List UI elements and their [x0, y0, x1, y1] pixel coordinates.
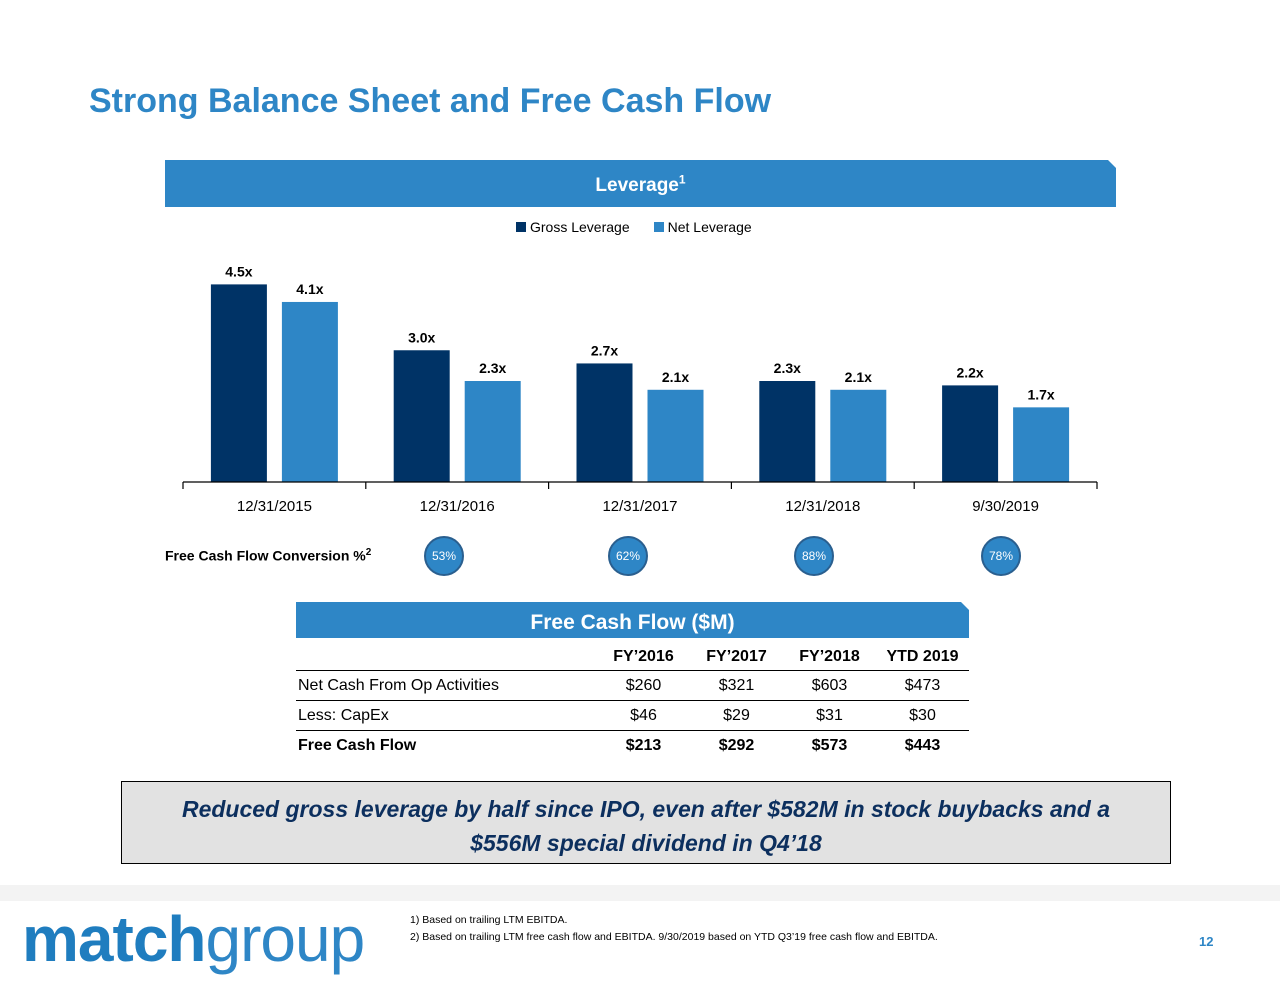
fcf-banner: Free Cash Flow ($M): [296, 602, 969, 638]
bar: [210, 284, 267, 482]
fcf-conversion-text: Free Cash Flow Conversion %: [165, 547, 366, 564]
cell-value: $30: [876, 700, 969, 731]
leverage-banner: Leverage1: [165, 160, 1116, 207]
bar: [942, 385, 999, 482]
fcf-conversion-label: Free Cash Flow Conversion %2: [165, 547, 371, 564]
legend-item-gross: Gross Leverage: [516, 219, 630, 235]
x-tick-label: 12/31/2017: [602, 498, 677, 515]
leverage-banner-label: Leverage: [595, 175, 679, 196]
cell-value: $29: [690, 700, 783, 731]
row-label: Less: CapEx: [296, 700, 597, 731]
fcf-conversion-badge: 88%: [794, 536, 834, 576]
fcf-table-header-row: FY’2016 FY’2017 FY’2018 YTD 2019: [296, 644, 969, 671]
data-label: 4.5x: [225, 263, 252, 279]
fcf-table-header: FY’2018: [783, 644, 876, 671]
data-label: 2.7x: [591, 342, 618, 358]
fcf-table: FY’2016 FY’2017 FY’2018 YTD 2019 Net Cas…: [296, 644, 969, 760]
legend-item-net: Net Leverage: [653, 219, 752, 235]
footnote: 1) Based on trailing LTM EBITDA.: [410, 914, 568, 926]
footer-band: [0, 885, 1280, 901]
fcf-table-header: FY’2016: [597, 644, 690, 671]
callout-box: Reduced gross leverage by half since IPO…: [121, 781, 1171, 864]
callout-line-1: Reduced gross leverage by half since IPO…: [181, 796, 1111, 822]
fcf-conversion-badge: 62%: [608, 536, 648, 576]
table-row: Less: CapEx $46 $29 $31 $30: [296, 700, 969, 731]
callout-line-2: $556M special dividend in Q4’18: [470, 830, 822, 856]
fcf-table-header: FY’2017: [690, 644, 783, 671]
data-label: 2.1x: [662, 369, 689, 385]
x-tick-label: 12/31/2015: [237, 498, 312, 515]
x-tick-label: 12/31/2016: [420, 498, 495, 515]
fcf-table-header-blank: [296, 644, 597, 671]
fcf-conversion-badge: 53%: [424, 536, 464, 576]
fcf-conversion-footnote-marker: 2: [365, 547, 372, 558]
cell-value: $573: [811, 736, 848, 754]
cell-value: $213: [625, 736, 662, 754]
data-label: 2.3x: [774, 360, 801, 376]
legend-label-net: Net Leverage: [667, 219, 752, 235]
data-label: 2.3x: [479, 360, 506, 376]
logo-match: match: [22, 903, 206, 975]
data-label: 3.0x: [408, 329, 435, 345]
bar: [576, 363, 633, 482]
data-label: 2.1x: [845, 369, 872, 385]
chart-legend: Gross Leverage Net Leverage: [516, 219, 752, 235]
cell-value: $603: [783, 670, 876, 701]
footnote: 2) Based on trailing LTM free cash flow …: [410, 931, 938, 943]
bar: [647, 389, 704, 482]
logo-group: group: [205, 903, 366, 975]
legend-label-gross: Gross Leverage: [530, 219, 630, 235]
x-tick-label: 9/30/2019: [972, 498, 1039, 515]
bar: [281, 301, 338, 482]
table-row: Free Cash Flow $213 $292 $573 $443: [296, 731, 969, 761]
bar: [830, 389, 887, 482]
cell-value: $31: [783, 700, 876, 731]
legend-swatch-net: [653, 222, 664, 232]
fcf-table-header: YTD 2019: [876, 644, 969, 671]
cell-value: $321: [690, 670, 783, 701]
legend-swatch-gross: [516, 222, 526, 232]
bar: [393, 350, 450, 482]
cell-value: $292: [718, 736, 755, 754]
cell-value: $260: [597, 670, 690, 701]
cell-value: $473: [876, 670, 969, 701]
row-label: Net Cash From Op Activities: [296, 670, 597, 701]
cell-value: $46: [597, 700, 690, 731]
x-tick-label: 12/31/2018: [785, 498, 860, 515]
table-row: Net Cash From Op Activities $260 $321 $6…: [296, 670, 969, 701]
bar: [759, 381, 816, 482]
data-label: 4.1x: [296, 281, 323, 297]
bar: [1013, 407, 1070, 482]
leverage-footnote-marker: 1: [678, 172, 686, 187]
data-label: 2.2x: [956, 364, 983, 380]
cell-value: $443: [904, 736, 941, 754]
bar: [464, 381, 521, 482]
fcf-conversion-badge: 78%: [981, 536, 1021, 576]
footnotes: 1) Based on trailing LTM EBITDA. 2) Base…: [410, 912, 938, 946]
page-title: Strong Balance Sheet and Free Cash Flow: [89, 82, 772, 120]
match-group-logo: matchgroup: [22, 902, 366, 976]
row-label: Free Cash Flow: [298, 736, 417, 754]
page-number: 12: [1199, 934, 1214, 949]
data-label: 1.7x: [1027, 386, 1054, 402]
leverage-bar-chart: 4.5x 4.1x 12/31/2015 3.0x 2.3x 12/31/2016 2.7x…: [182, 263, 1098, 515]
